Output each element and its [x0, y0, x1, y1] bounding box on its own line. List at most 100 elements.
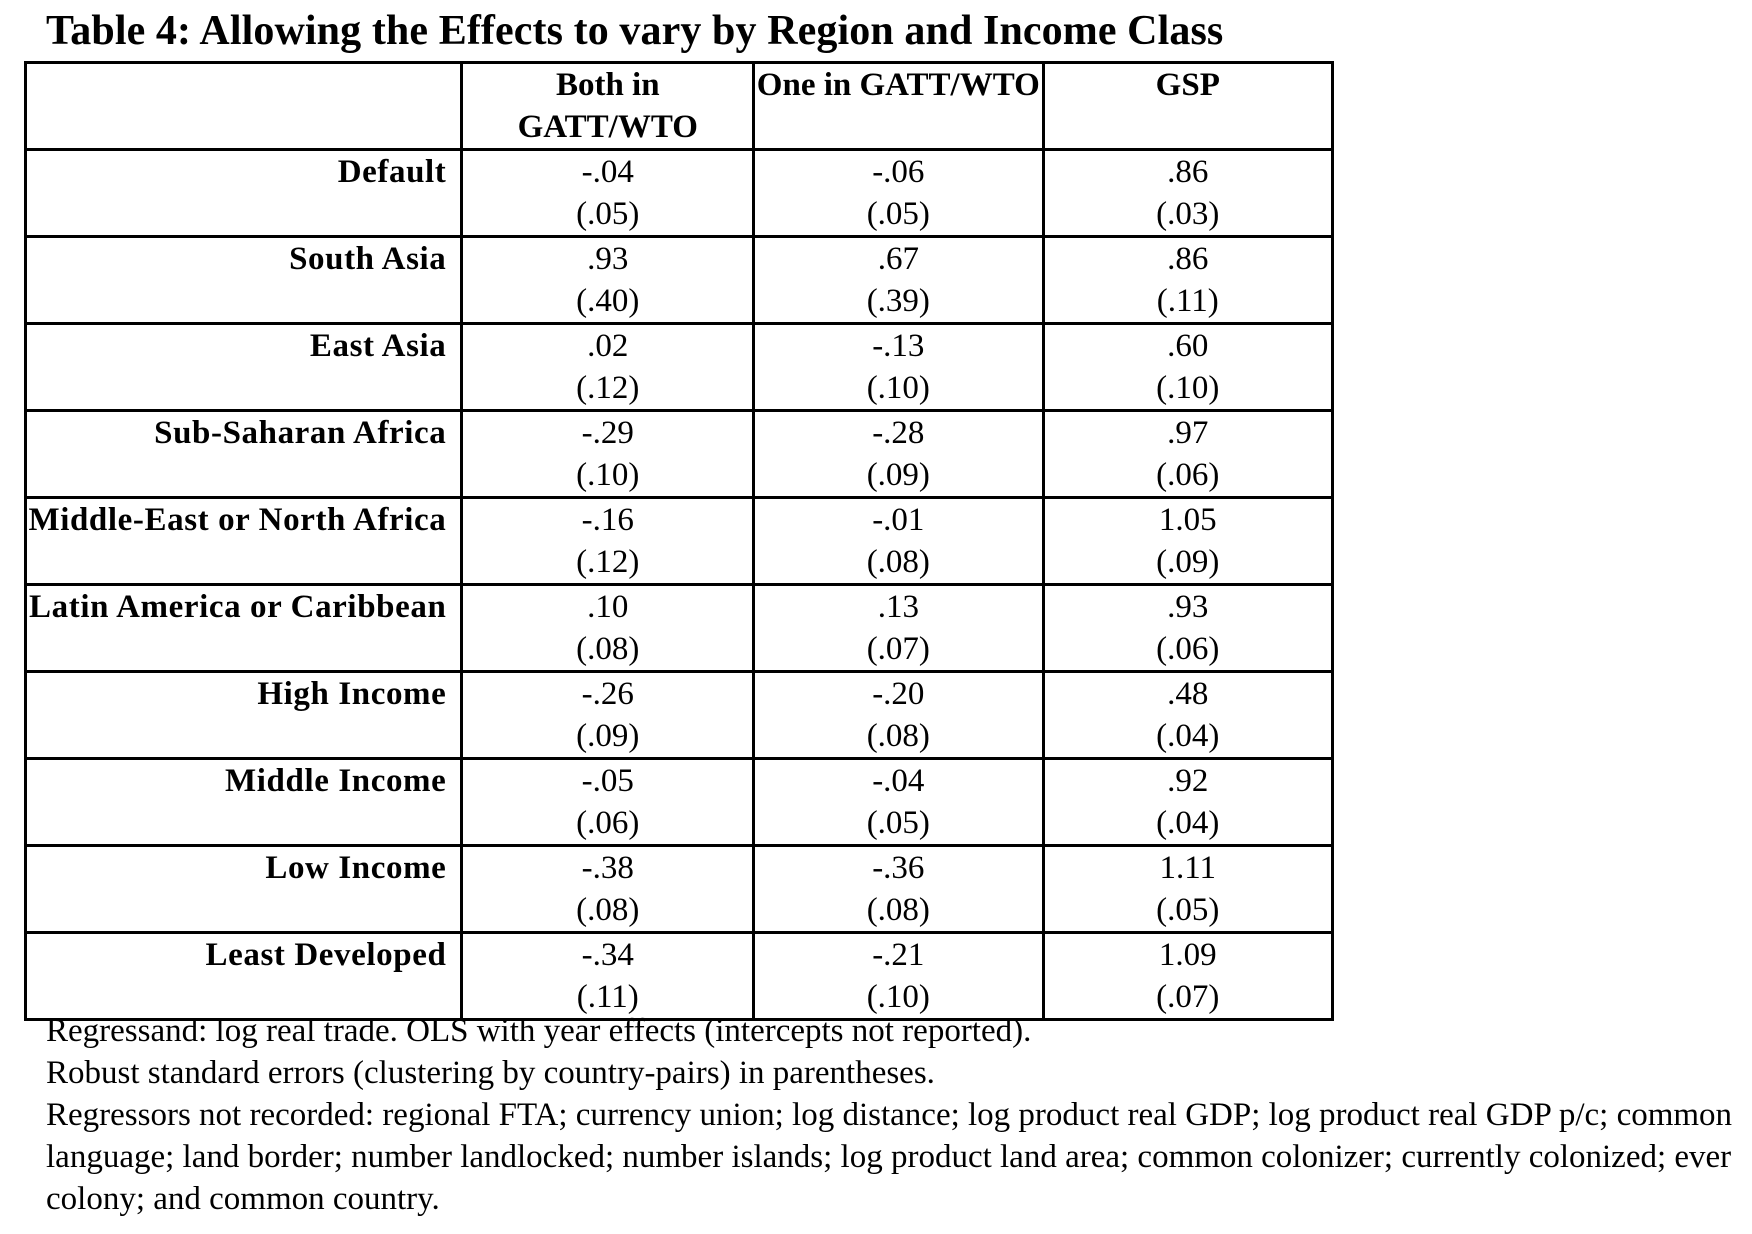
standard-error: (.11)	[576, 979, 639, 1015]
coefficient-estimate: .86	[1167, 241, 1209, 277]
table-row: East Asia .02 (.12) -.13 (.10) .60 (.10)	[23, 322, 1335, 412]
table-cell: -.36 (.08)	[752, 844, 1045, 934]
table-cell: -.34 (.11)	[460, 931, 756, 1021]
row-label: East Asia	[23, 322, 464, 412]
table-cell: 1.11 (.05)	[1041, 844, 1335, 934]
coefficient-estimate: .97	[1167, 415, 1209, 451]
table-cell: -.38 (.08)	[460, 844, 756, 934]
coefficient-estimate: -.04	[581, 154, 634, 190]
coefficient-estimate: -.05	[581, 763, 634, 799]
coefficient-estimate: .86	[1167, 154, 1209, 190]
standard-error: (.08)	[866, 892, 930, 928]
standard-error: (.06)	[1156, 631, 1220, 667]
coefficient-estimate: -.34	[581, 937, 634, 973]
standard-error: (.10)	[866, 979, 930, 1015]
standard-error: (.05)	[866, 196, 930, 232]
standard-error: (.12)	[576, 544, 640, 580]
coefficient-estimate: -.06	[872, 154, 925, 190]
standard-error: (.10)	[576, 457, 640, 493]
coefficient-estimate: .02	[587, 328, 629, 364]
standard-error: (.11)	[1156, 283, 1219, 319]
table-cell: -.21 (.10)	[752, 931, 1045, 1021]
note-regressand: Regressand: log real trade. OLS with yea…	[46, 1013, 1032, 1049]
coefficient-estimate: -.13	[872, 328, 925, 364]
coefficient-estimate: -.16	[581, 502, 634, 538]
header-cell-both-in-gatt-wto: Both in GATT/WTO	[460, 61, 756, 151]
table-cell: -.04 (.05)	[752, 757, 1045, 847]
standard-error: (.05)	[866, 805, 930, 841]
table-cell: -.01 (.08)	[752, 496, 1045, 586]
standard-error: (.05)	[1156, 892, 1220, 928]
note-regressors: Regressors not recorded: regional FTA; c…	[46, 1097, 1733, 1217]
row-label: Middle Income	[23, 757, 464, 847]
table-cell: -.26 (.09)	[460, 670, 756, 760]
coefficient-estimate: -.29	[581, 415, 634, 451]
standard-error: (.09)	[1156, 544, 1220, 580]
coefficient-estimate: .60	[1167, 328, 1209, 364]
table-row: South Asia .93 (.40) .67 (.39) .86 (.11)	[23, 235, 1335, 325]
standard-error: (.08)	[866, 718, 930, 754]
table-cell: -.20 (.08)	[752, 670, 1045, 760]
coefficient-estimate: -.36	[872, 850, 925, 886]
table-cell: 1.05 (.09)	[1041, 496, 1335, 586]
coefficient-estimate: -.28	[872, 415, 925, 451]
coefficient-estimate: .93	[587, 241, 629, 277]
table-cell: -.28 (.09)	[752, 409, 1045, 499]
table-cell: .93 (.06)	[1041, 583, 1335, 673]
header-cell-one-in-gatt-wto: One in GATT/WTO	[752, 61, 1045, 151]
table-cell: .48 (.04)	[1041, 670, 1335, 760]
coefficient-estimate: -.21	[872, 937, 925, 973]
standard-error: (.05)	[576, 196, 640, 232]
row-label: Sub-Saharan Africa	[23, 409, 464, 499]
header-cell-gsp: GSP	[1041, 61, 1335, 151]
coefficient-estimate: .92	[1167, 763, 1209, 799]
table-cell: .86 (.11)	[1041, 235, 1335, 325]
coefficient-estimate: -.38	[581, 850, 634, 886]
standard-error: (.06)	[576, 805, 640, 841]
coefficient-estimate: .67	[877, 241, 919, 277]
table-cell: .13 (.07)	[752, 583, 1045, 673]
standard-error: (.08)	[576, 631, 640, 667]
coefficient-estimate: .93	[1167, 589, 1209, 625]
table-cell: .67 (.39)	[752, 235, 1045, 325]
coefficient-estimate: .13	[877, 589, 919, 625]
table-notes: Regressand: log real trade. OLS with yea…	[46, 1010, 1746, 1220]
table-cell: -.29 (.10)	[460, 409, 756, 499]
table-cell: .86 (.03)	[1041, 148, 1335, 238]
table-cell: 1.09 (.07)	[1041, 931, 1335, 1021]
coefficient-estimate: -.26	[581, 676, 634, 712]
standard-error: (.10)	[1156, 370, 1220, 406]
table-cell: .93 (.40)	[460, 235, 756, 325]
table-cell: .60 (.10)	[1041, 322, 1335, 412]
standard-error: (.10)	[866, 370, 930, 406]
table-cell: -.06 (.05)	[752, 148, 1045, 238]
table-title: Table 4: Allowing the Effects to vary by…	[46, 8, 1224, 54]
standard-error: (.09)	[576, 718, 640, 754]
table-body: Default -.04 (.05) -.06 (.05) .86 (.03) South A…	[23, 148, 1335, 1021]
table-cell: -.13 (.10)	[752, 322, 1045, 412]
row-label: High Income	[23, 670, 464, 760]
coefficient-estimate: 1.09	[1158, 937, 1217, 973]
table-cell: .92 (.04)	[1041, 757, 1335, 847]
table-row: Middle Income -.05 (.06) -.04 (.05) .92 (.04)	[23, 757, 1335, 847]
table-cell: -.16 (.12)	[460, 496, 756, 586]
standard-error: (.07)	[866, 631, 930, 667]
standard-error: (.06)	[1156, 457, 1220, 493]
table-cell: .97 (.06)	[1041, 409, 1335, 499]
standard-error: (.12)	[576, 370, 640, 406]
table-row: Middle-East or North Africa -.16 (.12) -.01…	[23, 496, 1335, 586]
standard-error: (.08)	[576, 892, 640, 928]
table-cell: -.05 (.06)	[460, 757, 756, 847]
coefficient-estimate: 1.11	[1159, 850, 1217, 886]
row-label: Default	[23, 148, 464, 238]
standard-error: (.09)	[866, 457, 930, 493]
header-row: Both in GATT/WTO One in GATT/WTO GSP	[23, 61, 1335, 151]
header-cell-stub	[23, 61, 464, 151]
coefficient-estimate: -.20	[872, 676, 925, 712]
table-row: Sub-Saharan Africa -.29 (.10) -.28 (.09) .97 (…	[23, 409, 1335, 499]
row-label: Low Income	[23, 844, 464, 934]
standard-error: (.39)	[866, 283, 930, 319]
standard-error: (.07)	[1156, 979, 1220, 1015]
row-label: Least Developed	[23, 931, 464, 1021]
standard-error: (.40)	[576, 283, 640, 319]
